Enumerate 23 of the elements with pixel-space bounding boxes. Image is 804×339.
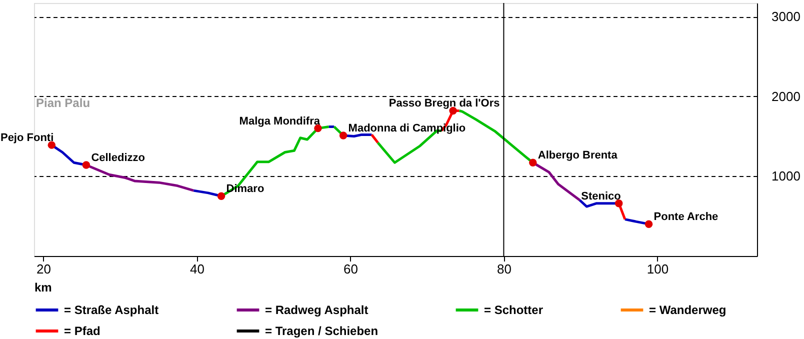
annotation: Albergo Brenta xyxy=(538,150,618,162)
y-tick-label: 2000 xyxy=(772,88,800,104)
annotation: Malga Mondifra xyxy=(239,115,321,128)
legend-label: = Tragen / Schieben xyxy=(265,324,378,338)
annotation: Celledizzo xyxy=(91,152,146,164)
annotation: Pejo Fonti xyxy=(0,132,54,144)
annotation: Ponte Arche xyxy=(654,211,718,224)
legend-label: = Pfad xyxy=(64,324,100,338)
legend-label: = Schotter xyxy=(484,303,544,317)
annotation: Passo Bregn da l'Ors xyxy=(388,98,500,110)
x-tick-label: 40 xyxy=(190,262,204,276)
y-tick-label: 3000 xyxy=(772,9,800,24)
x-tick-label: 100 xyxy=(646,262,669,276)
x-tick-label: 80 xyxy=(496,262,512,276)
legend-label: = Radweg Asphalt xyxy=(265,303,368,317)
annotation: Pian Palu xyxy=(36,96,90,110)
legend-label: = Wanderweg xyxy=(649,303,726,317)
annotation: Stenico xyxy=(581,190,622,202)
y-tick-label: 1000 xyxy=(772,168,800,184)
x-tick-label: 60 xyxy=(343,262,358,276)
legend-label: = Straße Asphalt xyxy=(64,303,159,317)
x-tick-label: 20 xyxy=(36,262,51,276)
x-axis-title: km xyxy=(34,280,52,294)
